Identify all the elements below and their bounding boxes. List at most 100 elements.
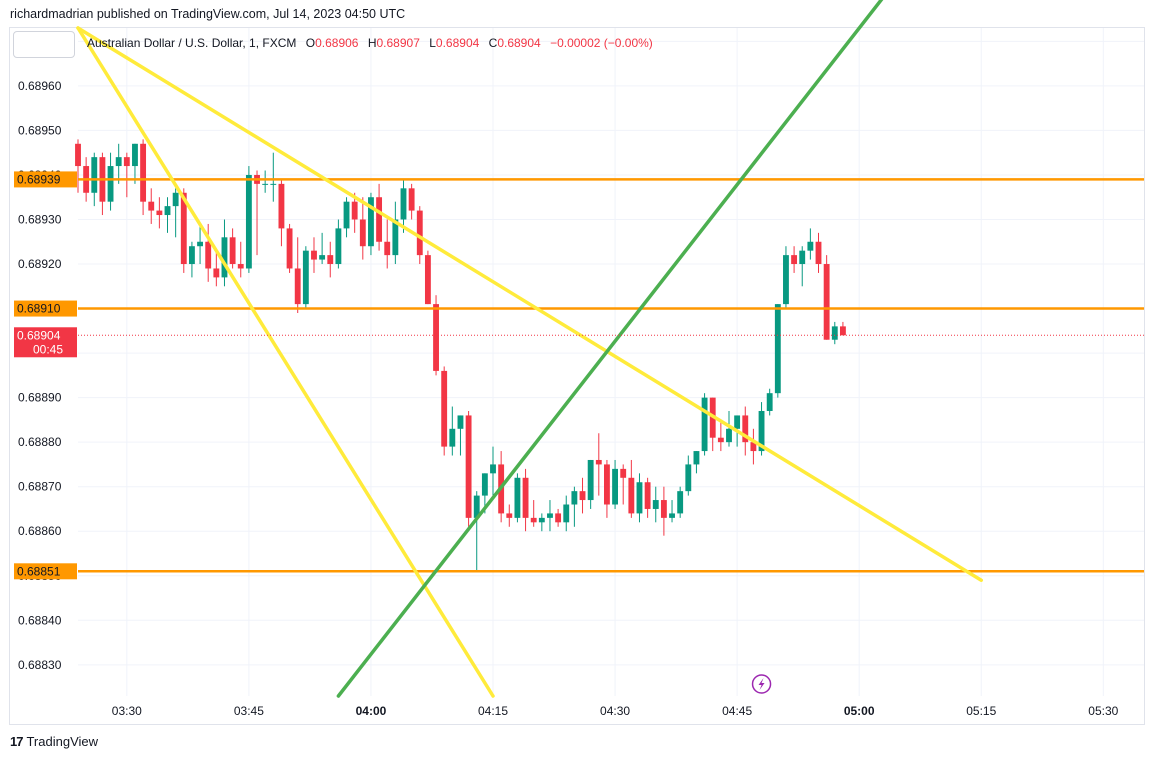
candle-body bbox=[685, 464, 692, 492]
candle-body bbox=[286, 228, 293, 269]
candle-body bbox=[587, 459, 594, 501]
candle-body bbox=[278, 183, 285, 229]
x-tick-label: 05:00 bbox=[844, 704, 875, 718]
level-price-tag bbox=[14, 300, 77, 317]
candle-body bbox=[449, 428, 456, 447]
candle-body bbox=[172, 192, 179, 207]
candle-body bbox=[774, 304, 781, 394]
candle-body bbox=[839, 326, 846, 336]
ohlc-legend: Australian Dollar / U.S. Dollar, 1, FXCM… bbox=[87, 36, 653, 50]
candle-body bbox=[327, 255, 334, 265]
tradingview-brand: TradingView bbox=[26, 734, 99, 749]
candle-body bbox=[644, 482, 651, 509]
candle-body bbox=[351, 201, 358, 220]
x-tick-label: 04:30 bbox=[600, 704, 630, 718]
candle-body bbox=[799, 250, 806, 265]
candle-body bbox=[620, 468, 627, 478]
candle-body bbox=[766, 393, 773, 411]
trendline-yellow bbox=[76, 26, 984, 582]
candle-body bbox=[376, 197, 383, 242]
tradingview-logo-icon: 17 bbox=[10, 734, 24, 749]
candle-body bbox=[538, 517, 545, 523]
candle-body bbox=[726, 428, 732, 443]
last-price-tag bbox=[14, 327, 77, 358]
candle-body bbox=[530, 517, 537, 523]
candle-body bbox=[783, 255, 789, 305]
candle-body bbox=[734, 415, 741, 429]
candle-body bbox=[368, 197, 374, 247]
x-tick-label: 05:30 bbox=[1088, 704, 1118, 718]
candle-body bbox=[197, 241, 203, 247]
candle-body bbox=[400, 188, 407, 220]
candle-body bbox=[831, 326, 838, 340]
candle-body bbox=[180, 192, 187, 265]
candle-body bbox=[579, 491, 586, 501]
y-tick-label: 0.68870 bbox=[18, 480, 62, 494]
candle-body bbox=[628, 477, 635, 514]
candle-body bbox=[595, 459, 602, 465]
y-tick-label: 0.68930 bbox=[18, 212, 62, 226]
candle-body bbox=[107, 166, 114, 202]
candle-body bbox=[815, 241, 822, 265]
candle-body bbox=[123, 157, 130, 167]
low-value: 0.68904 bbox=[435, 36, 480, 50]
candle-body bbox=[115, 157, 122, 167]
change-value: −0.00002 (−0.00%) bbox=[550, 36, 653, 50]
candle-body bbox=[547, 513, 553, 518]
candle-body bbox=[522, 477, 529, 518]
candle-body bbox=[319, 255, 326, 260]
trendline-yellow bbox=[76, 26, 495, 698]
candle-body bbox=[311, 250, 317, 260]
candle-body bbox=[343, 201, 350, 229]
x-tick-label: 04:45 bbox=[722, 704, 752, 718]
candle-body bbox=[555, 513, 562, 523]
open-label: O bbox=[305, 36, 316, 50]
candle-body bbox=[636, 482, 643, 514]
candle-body bbox=[140, 143, 147, 202]
candle-body bbox=[490, 464, 496, 474]
candle-body bbox=[823, 264, 830, 340]
close-label: C bbox=[488, 36, 498, 50]
low-label: L bbox=[429, 36, 436, 50]
candle-body bbox=[807, 241, 814, 251]
trendline-green bbox=[336, 0, 884, 698]
candle-body bbox=[604, 464, 610, 505]
level-price-label: 0.68851 bbox=[17, 564, 61, 578]
level-price-label: 0.68910 bbox=[17, 302, 61, 316]
y-tick-label: 0.68890 bbox=[18, 391, 62, 405]
x-tick-label: 03:45 bbox=[234, 704, 264, 718]
candle-body bbox=[245, 174, 252, 269]
candle-body bbox=[302, 250, 309, 305]
x-tick-label: 03:30 bbox=[112, 704, 142, 718]
candle-body bbox=[424, 255, 431, 305]
legend-toggle[interactable] bbox=[13, 31, 75, 58]
candle-body bbox=[669, 513, 675, 518]
candle-body bbox=[335, 228, 342, 265]
candle-body bbox=[294, 268, 301, 305]
candle-body bbox=[384, 241, 391, 256]
candle-body bbox=[221, 237, 228, 278]
candle-body bbox=[408, 188, 415, 211]
candle-body bbox=[75, 143, 81, 167]
candle-body bbox=[148, 201, 155, 211]
y-tick-label: 0.68920 bbox=[18, 257, 62, 271]
candle-body bbox=[237, 264, 244, 269]
chart-frame bbox=[9, 27, 1145, 725]
candle-body bbox=[612, 468, 618, 505]
x-tick-label: 05:15 bbox=[966, 704, 996, 718]
y-tick-label: 0.68860 bbox=[18, 524, 62, 538]
footer[interactable]: 17 TradingView bbox=[10, 734, 98, 749]
candle-body bbox=[359, 219, 366, 247]
x-tick-label: 04:00 bbox=[356, 704, 387, 718]
candle-body bbox=[188, 246, 195, 265]
y-tick-label: 0.68840 bbox=[18, 613, 62, 627]
candle-body bbox=[132, 143, 138, 167]
level-price-tag bbox=[14, 171, 77, 188]
high-label: H bbox=[367, 36, 377, 50]
candle-body bbox=[441, 370, 448, 447]
candle-body bbox=[758, 410, 765, 452]
candle-body bbox=[563, 504, 570, 523]
candle-body bbox=[433, 304, 439, 371]
last-price-label: 0.68904 bbox=[17, 328, 61, 342]
